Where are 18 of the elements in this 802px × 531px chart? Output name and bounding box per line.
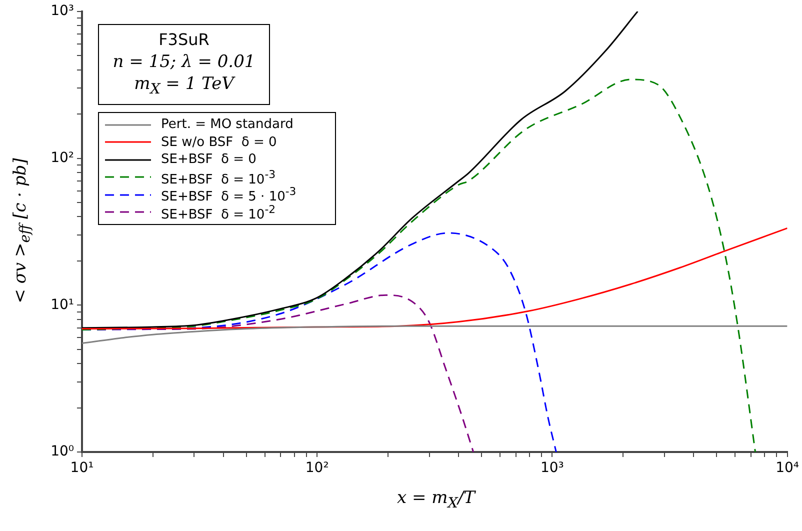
legend-label: SE+BSF δ = 0 [161,152,256,168]
annotation: m$_{X}$ = 1 TeV [133,73,236,100]
x-tick-label: 10³ [540,460,564,476]
annotation: F3SuR [158,29,210,51]
annotation: n = 15; λ = 0.01 [112,51,256,73]
legend-label: SE w/o BSF δ = 0 [161,134,277,150]
legend-label: SE+BSF δ = 10$^{-2}$ [161,202,276,222]
legend-label: SE+BSF δ = 5 · 10$^{-3}$ [161,185,296,204]
x-tick-label: 10² [305,460,329,476]
y-tick-label: 10⁰ [50,444,74,460]
y-tick-label: 10² [50,150,74,166]
x-tick-label: 10⁴ [776,460,800,476]
x-axis-title: x = m$_{X}$/T [396,488,477,512]
x-tick-label: 10¹ [70,460,94,476]
y-tick-label: 10³ [50,3,74,20]
legend-label: SE+BSF δ = 10$^{-3}$ [161,168,276,187]
legend-label: Pert. = MO standard [161,117,294,132]
y-tick-label: 10¹ [50,296,74,313]
